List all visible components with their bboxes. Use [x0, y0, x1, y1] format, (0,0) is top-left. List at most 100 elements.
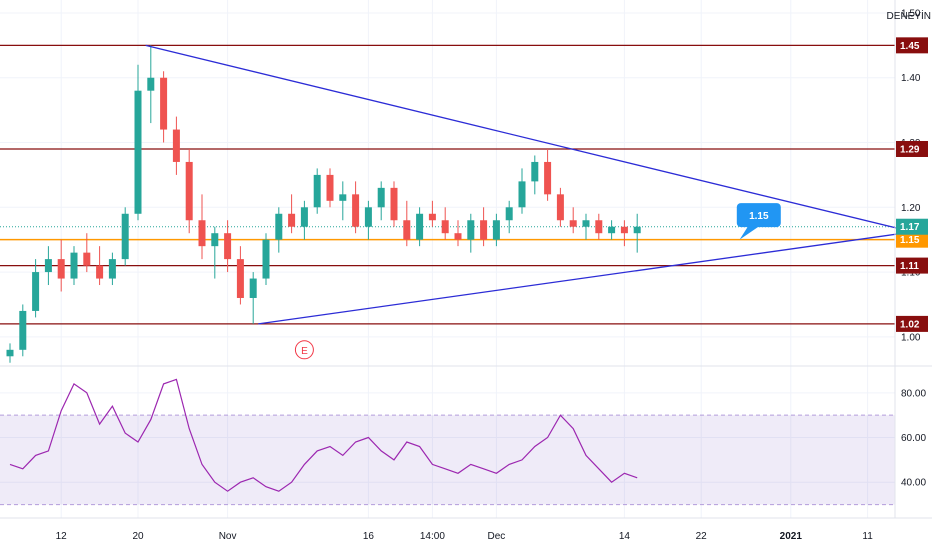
candle-body	[480, 220, 488, 240]
event-marker-circle	[294, 340, 314, 360]
candle-body	[83, 252, 91, 266]
callout-pointer	[739, 225, 761, 240]
rsi-axis-ticks[interactable]: 40.00 60.00 80.00	[901, 388, 926, 488]
candle-body	[275, 213, 283, 240]
candle-body	[198, 220, 206, 247]
level-tag-box	[896, 140, 928, 157]
candle-body	[416, 213, 424, 240]
triangle-line	[145, 44, 913, 233]
price-tick-label: 1.40	[901, 73, 921, 84]
candle-body	[428, 213, 436, 221]
time-tick-label: 14:00	[420, 531, 445, 542]
candle-body	[160, 77, 168, 130]
candle-body	[134, 90, 142, 214]
candle-body	[403, 220, 411, 240]
level-tag-box	[896, 257, 928, 274]
level-tag-box	[896, 231, 928, 248]
candle-body	[32, 272, 40, 311]
candle-body	[544, 161, 552, 195]
level-tag-label: 1.29	[900, 144, 920, 155]
level-tag-label: 1.11	[900, 261, 919, 272]
price-axis-ticks[interactable]: 1.001.101.201.301.401.50	[901, 8, 921, 343]
candle-body	[633, 226, 641, 234]
time-tick-label: 16	[363, 531, 375, 542]
candle-body	[505, 207, 513, 221]
callout-label: 1.15	[749, 211, 769, 222]
price-tick-label: 1.50	[901, 8, 921, 19]
candle-body	[582, 220, 590, 227]
candle-body	[556, 194, 564, 221]
rsi-tick-label: 40.00	[901, 478, 926, 489]
rsi-band-lines	[0, 414, 895, 506]
time-tick-label: Nov	[219, 531, 237, 542]
time-tick-label: 22	[696, 531, 708, 542]
candle-body	[377, 187, 385, 208]
time-tick-label: 12	[56, 531, 68, 542]
candle-body	[185, 161, 193, 221]
candlesticks	[6, 45, 641, 363]
candle-body	[454, 233, 462, 240]
candle-body	[364, 207, 372, 227]
candle-body	[121, 213, 129, 260]
price-tick-label: 1.20	[901, 203, 921, 214]
candle-body	[108, 259, 116, 279]
candle-body	[300, 207, 308, 227]
level-tag-label: 1.45	[900, 41, 920, 52]
candle-body	[224, 233, 232, 260]
candle-body	[352, 194, 360, 227]
candle-body	[6, 349, 14, 357]
candle-body	[531, 161, 539, 182]
time-tick-label: Dec	[488, 531, 506, 542]
rsi-band	[0, 415, 895, 505]
time-tick-label: 14	[619, 531, 631, 542]
rsi-line	[9, 378, 638, 492]
time-tick-label: 20	[132, 531, 144, 542]
candle-body	[172, 129, 180, 162]
symbol-label: DENEYİN	[887, 9, 931, 22]
candle-body	[608, 226, 616, 234]
candle-body	[492, 220, 500, 240]
rsi-tick-label: 60.00	[901, 433, 926, 444]
candle-body	[390, 187, 398, 221]
level-tag-label: 1.17	[900, 222, 920, 233]
rsi-tick-label: 80.00	[901, 388, 926, 399]
candle-body	[518, 181, 526, 208]
candle-body	[569, 220, 577, 227]
price-callout[interactable]: 1.15	[736, 203, 781, 240]
level-tag-label: 1.15	[900, 235, 920, 246]
candle-body	[262, 239, 270, 279]
time-tick-label: 11	[862, 531, 873, 542]
candle-body	[211, 233, 219, 247]
candle-body	[288, 213, 296, 227]
price-tick-label: 1.00	[901, 332, 921, 343]
candle-body	[595, 220, 603, 234]
candle-body	[236, 259, 244, 298]
candle-body	[44, 259, 52, 273]
level-tag-box	[896, 218, 928, 235]
candle-body	[326, 174, 334, 201]
candle-body	[467, 220, 475, 240]
candle-body	[620, 226, 628, 234]
time-tick-label: 2021	[780, 531, 803, 542]
candle-body	[339, 194, 347, 201]
triangle-line	[258, 231, 913, 325]
price-level-tags: 1.45 1.29 1.11 1.02 1.15 1.17	[896, 37, 928, 332]
candle-body	[19, 310, 27, 350]
grid-lines	[0, 0, 895, 518]
candle-body	[96, 265, 104, 279]
level-tag-box	[896, 315, 928, 332]
callout-box	[736, 203, 781, 228]
level-tag-label: 1.02	[900, 319, 920, 330]
candle-body	[147, 77, 155, 91]
horizontal-levels	[0, 44, 895, 325]
earnings-event-marker[interactable]: E	[294, 340, 314, 360]
event-marker-label: E	[301, 346, 308, 357]
candle-body	[70, 252, 78, 279]
candle-body	[57, 259, 65, 279]
candle-body	[313, 174, 321, 208]
level-tag-box	[896, 37, 928, 54]
candle-body	[249, 278, 257, 298]
